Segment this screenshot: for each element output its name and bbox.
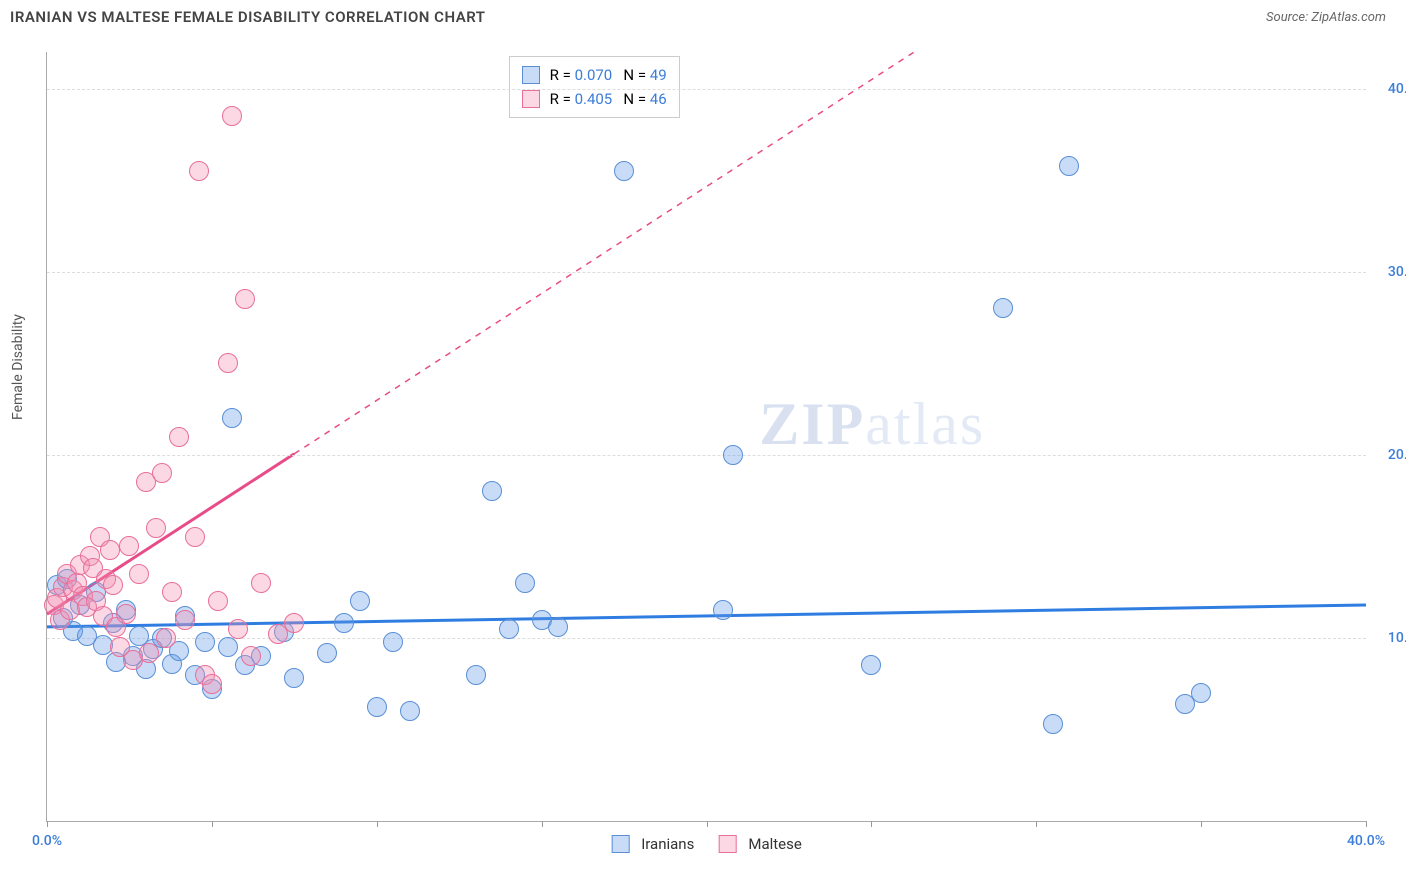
data-point: [367, 697, 387, 717]
data-point: [185, 527, 205, 547]
data-point: [195, 632, 215, 652]
data-point: [241, 646, 261, 666]
legend-swatch: [611, 835, 629, 853]
x-tick: [707, 821, 708, 827]
regression-lines-layer: [47, 52, 1366, 821]
data-point: [222, 106, 242, 126]
data-point: [116, 604, 136, 624]
stats-legend: R = 0.070 N = 49R = 0.405 N = 46: [509, 56, 680, 118]
data-point: [334, 613, 354, 633]
x-tick: [871, 821, 872, 827]
stats-text: R = 0.405 N = 46: [550, 87, 667, 111]
data-point: [284, 613, 304, 633]
data-point: [251, 573, 271, 593]
x-tick: [1201, 821, 1202, 827]
data-point: [152, 463, 172, 483]
data-point: [129, 564, 149, 584]
x-tick: [212, 821, 213, 827]
data-point: [218, 353, 238, 373]
legend-label: Maltese: [748, 835, 801, 853]
data-point: [515, 573, 535, 593]
chart-title: IRANIAN VS MALTESE FEMALE DISABILITY COR…: [10, 8, 485, 26]
data-point: [175, 610, 195, 630]
data-point: [119, 536, 139, 556]
data-point: [723, 445, 743, 465]
data-point: [162, 582, 182, 602]
gridline: [47, 272, 1366, 273]
x-tick-label: 40.0%: [1347, 833, 1385, 849]
legend-swatch: [718, 835, 736, 853]
gridline: [47, 89, 1366, 90]
source-attribution: Source: ZipAtlas.com: [1266, 10, 1386, 25]
data-point: [1191, 683, 1211, 703]
data-point: [548, 617, 568, 637]
y-axis-label: Female Disability: [10, 314, 26, 420]
data-point: [614, 161, 634, 181]
data-point: [350, 591, 370, 611]
data-point: [228, 619, 248, 639]
legend-swatch: [522, 66, 540, 84]
data-point: [284, 668, 304, 688]
data-point: [499, 619, 519, 639]
data-point: [218, 637, 238, 657]
y-tick-label: 40.0%: [1388, 81, 1406, 97]
y-tick-label: 30.0%: [1388, 264, 1406, 280]
x-tick: [542, 821, 543, 827]
gridline: [47, 455, 1366, 456]
series-legend-item: Maltese: [718, 835, 801, 853]
data-point: [202, 674, 222, 694]
legend-label: Iranians: [641, 835, 694, 853]
data-point: [1059, 156, 1079, 176]
x-tick: [1366, 821, 1367, 827]
data-point: [482, 481, 502, 501]
data-point: [400, 701, 420, 721]
x-tick: [1036, 821, 1037, 827]
x-tick-label: 0.0%: [32, 833, 62, 849]
data-point: [383, 632, 403, 652]
x-tick: [47, 821, 48, 827]
data-point: [100, 540, 120, 560]
data-point: [861, 655, 881, 675]
data-point: [1043, 714, 1063, 734]
data-point: [156, 628, 176, 648]
data-point: [993, 298, 1013, 318]
stats-legend-row: R = 0.070 N = 49: [522, 63, 667, 87]
data-point: [169, 427, 189, 447]
data-point: [208, 591, 228, 611]
stats-text: R = 0.070 N = 49: [550, 63, 667, 87]
data-point: [103, 575, 123, 595]
scatter-chart: ZIPatlas R = 0.070 N = 49R = 0.405 N = 4…: [46, 52, 1366, 822]
data-point: [222, 408, 242, 428]
data-point: [713, 600, 733, 620]
y-tick-label: 20.0%: [1388, 447, 1406, 463]
y-tick-label: 10.0%: [1388, 630, 1406, 646]
legend-swatch: [522, 90, 540, 108]
data-point: [235, 289, 255, 309]
x-tick: [377, 821, 378, 827]
watermark: ZIPatlas: [759, 390, 985, 459]
stats-legend-row: R = 0.405 N = 46: [522, 87, 667, 111]
data-point: [146, 518, 166, 538]
series-legend: Iranians Maltese: [611, 835, 802, 853]
data-point: [317, 643, 337, 663]
series-legend-item: Iranians: [611, 835, 694, 853]
gridline: [47, 638, 1366, 639]
data-point: [139, 643, 159, 663]
data-point: [466, 665, 486, 685]
data-point: [189, 161, 209, 181]
